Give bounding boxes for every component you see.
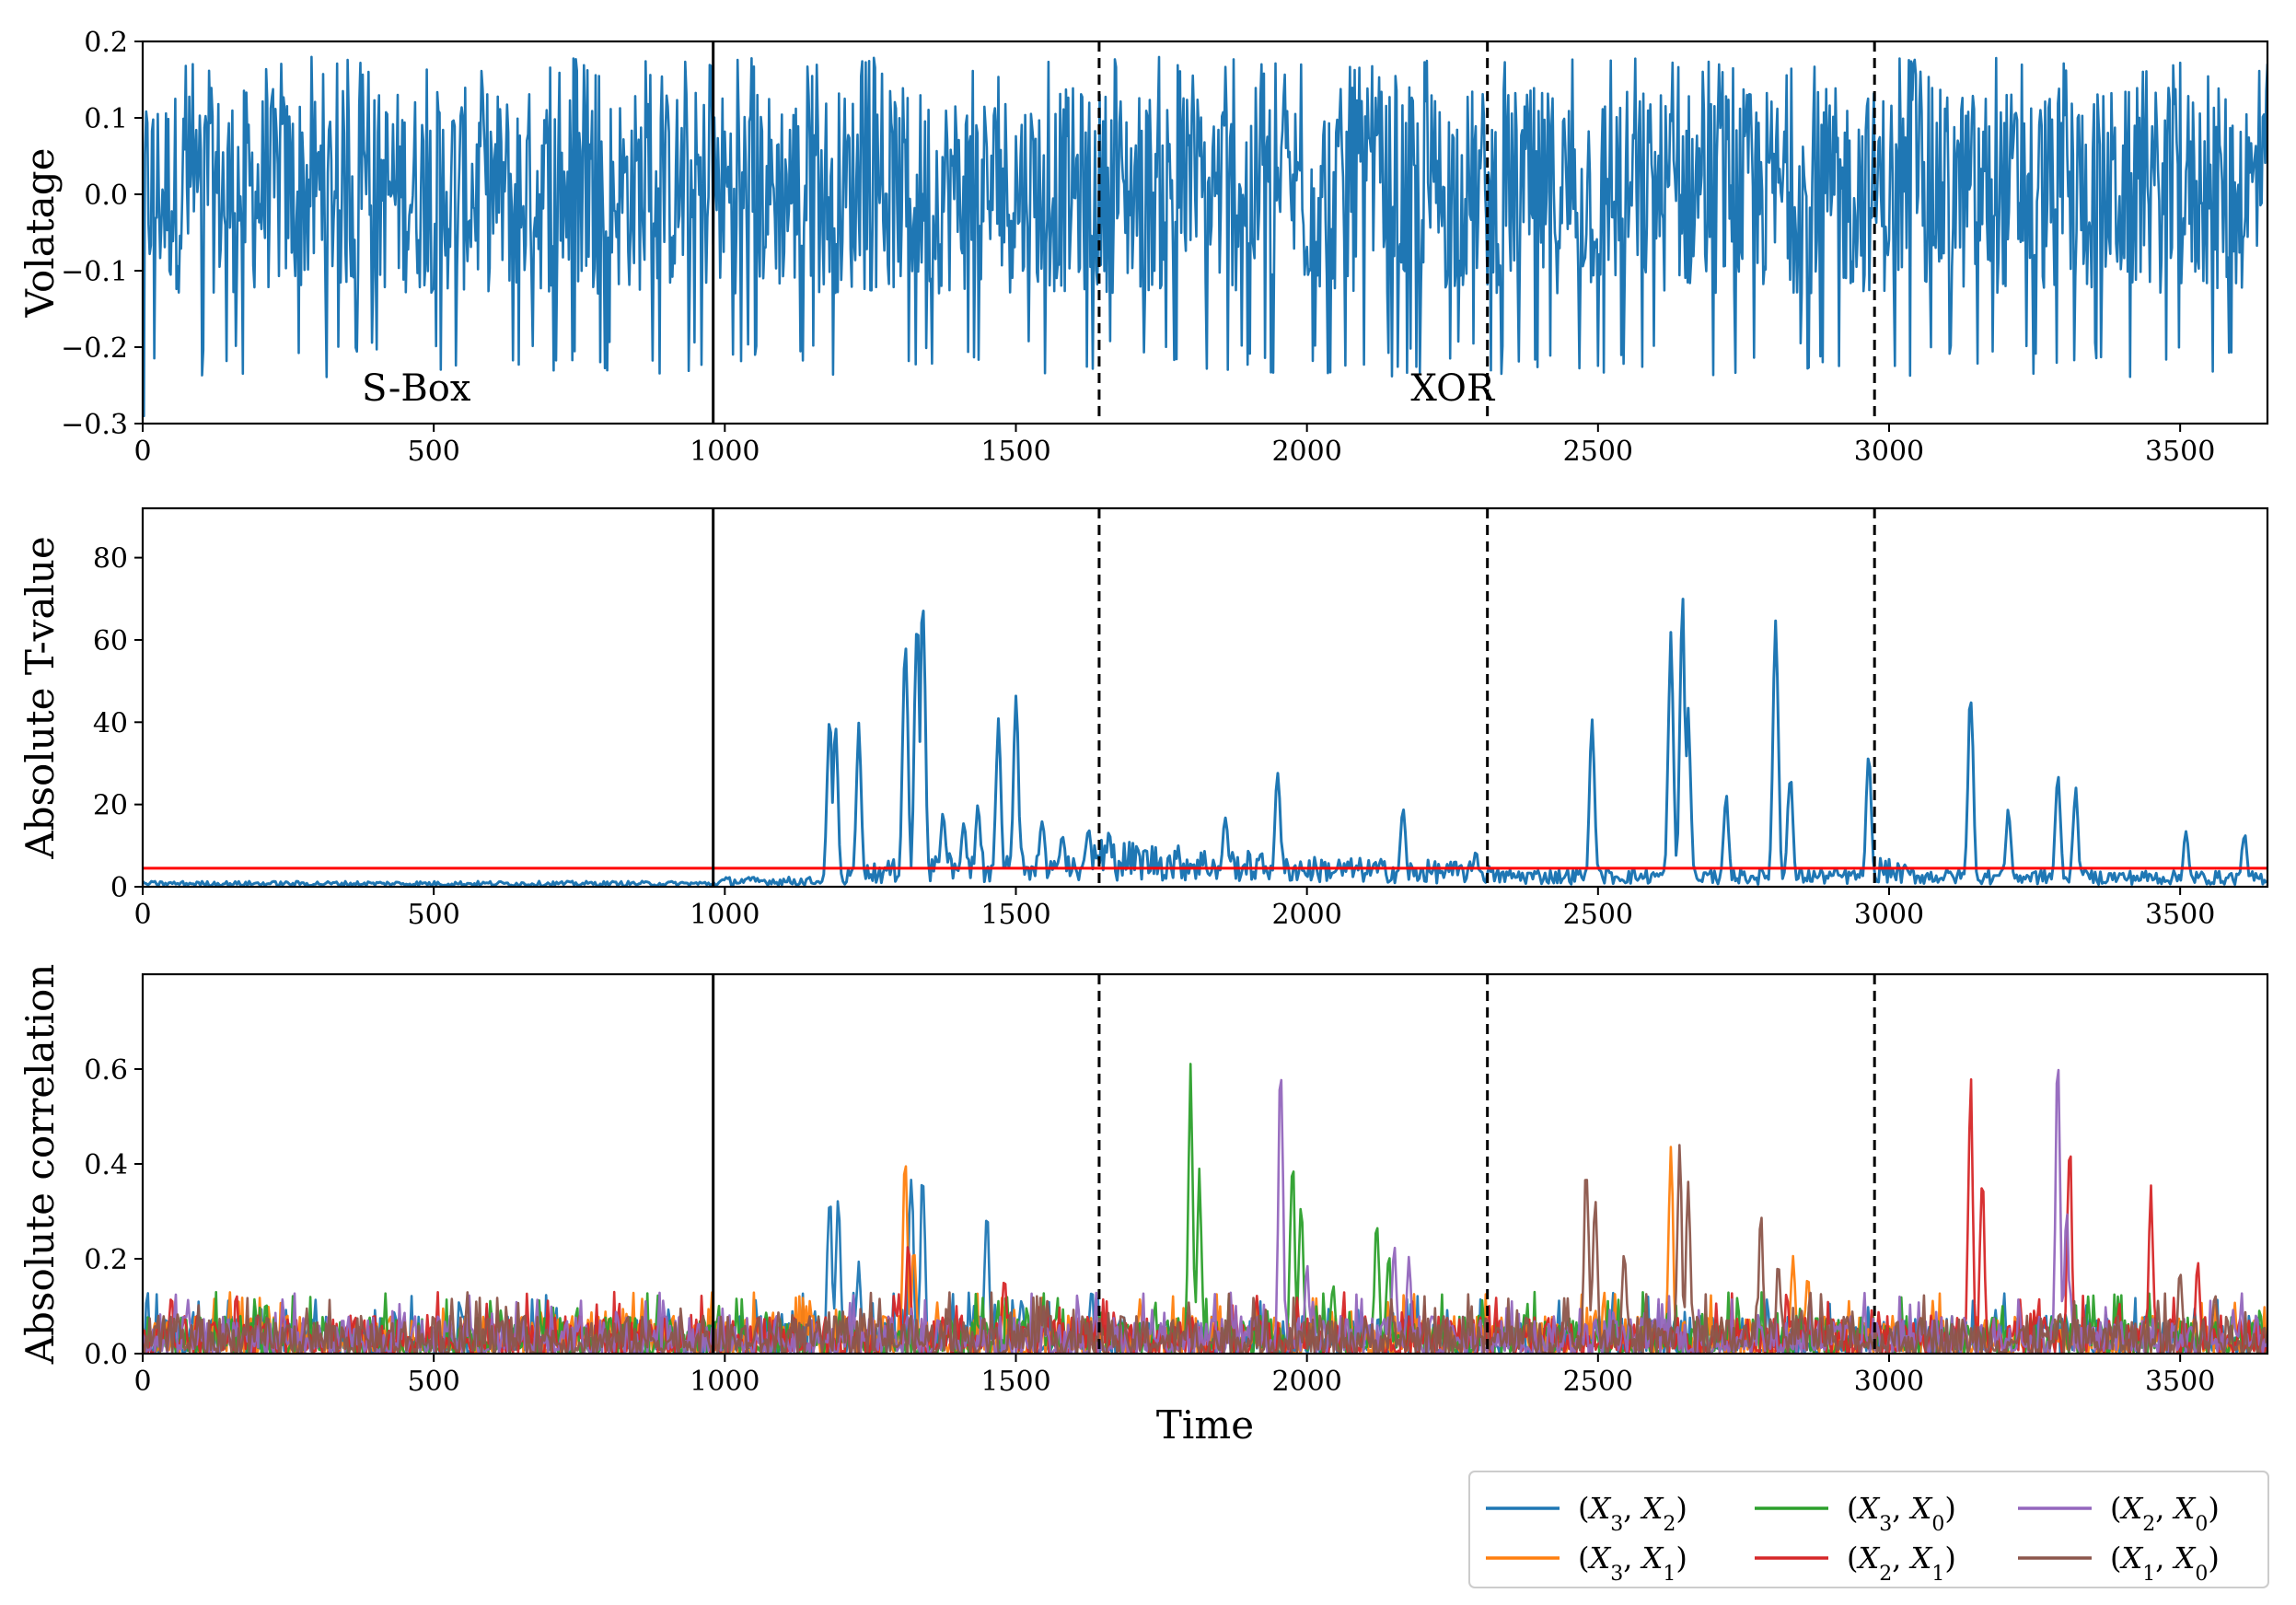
region-label: XOR [1410,367,1496,410]
x-tick-label: 1000 [690,1366,760,1398]
x-tick-label: 1000 [690,899,760,931]
x-tick-label: 3500 [2145,1366,2215,1398]
legend-label: (X3, X1) [1578,1541,1687,1586]
x-tick-label: 0 [133,1366,151,1398]
axes-frame [141,506,2269,889]
region-label: S-Box [362,367,471,410]
y-tick-label: −0.2 [61,332,128,365]
x-tick-label: 3000 [1854,899,1924,931]
legend: (X3, X2) (X3, X0) (X2, X0) (X3, X1) (X2, X1)… [1468,1471,2269,1588]
x-tick-label: 2000 [1271,436,1341,468]
y-tick-label: 0.0 [84,1339,128,1371]
y-tick-label: 0.6 [84,1054,128,1087]
y-tick-label: 0 [110,872,128,904]
panel-1: S-Box XOR 0 500 1000 1500 2000 2500 3000 3500 −0.3… [17,27,2269,468]
plot-area [143,55,2267,418]
x-tick-label: 3500 [2145,436,2215,468]
x-tick-label: 500 [408,1366,460,1398]
x-tick-label: 2500 [1563,436,1633,468]
legend-label: (X2, X0) [2110,1491,2220,1536]
axes-frame [141,972,2269,1355]
series-t-value [143,598,2267,887]
x-axis-label: Time [1156,1402,1254,1448]
x-tick-label: 0 [133,899,151,931]
x-tick-label: 1500 [980,899,1050,931]
y-tick-label: 0.2 [84,1244,128,1276]
y-tick-label: 0.0 [84,180,128,212]
legend-label: (X2, X1) [1847,1541,1956,1586]
x-tick-label: 1500 [980,1366,1050,1398]
x-tick-label: 3500 [2145,899,2215,931]
x-tick-label: 500 [408,436,460,468]
y-axis-label: Absolute T-value [17,536,63,860]
panel-3: 0 500 1000 1500 2000 2500 3000 3500 0.0 0.2 0.4 0.6… [17,964,2269,1448]
y-tick-label: 20 [93,790,128,822]
legend-label: (X1, X0) [2110,1541,2220,1586]
x-tick-label: 0 [133,436,151,468]
legend-label: (X3, X2) [1578,1491,1687,1536]
plot-area [143,1063,2267,1354]
legend-label: (X3, X0) [1847,1491,1956,1536]
x-tick-label: 3000 [1854,436,1924,468]
axes-frame [141,40,2269,425]
y-tick-label: 0.1 [84,103,128,135]
x-tick-label: 2000 [1271,1366,1341,1398]
panel-2: 0 500 1000 1500 2000 2500 3000 3500 0 20 40 60 80 Abs… [17,506,2269,931]
x-tick-label: 2500 [1563,899,1633,931]
y-tick-label: −0.3 [61,409,128,441]
y-tick-label: 60 [93,625,128,657]
y-axis-label: Volatage [17,148,63,319]
series-voltage [143,55,2267,418]
y-tick-label: 0.2 [84,27,128,59]
y-tick-label: 80 [93,543,128,576]
plot-area [143,598,2267,887]
x-tick-label: 3000 [1854,1366,1924,1398]
x-tick-label: 2500 [1563,1366,1633,1398]
y-tick-label: 40 [93,707,128,739]
y-tick-label: −0.1 [61,256,128,288]
x-tick-label: 1000 [690,436,760,468]
y-tick-label: 0.4 [84,1149,128,1181]
x-tick-label: 500 [408,899,460,931]
x-tick-label: 2000 [1271,899,1341,931]
y-axis-label: Absolute correlation [17,964,63,1366]
x-tick-label: 1500 [980,436,1050,468]
